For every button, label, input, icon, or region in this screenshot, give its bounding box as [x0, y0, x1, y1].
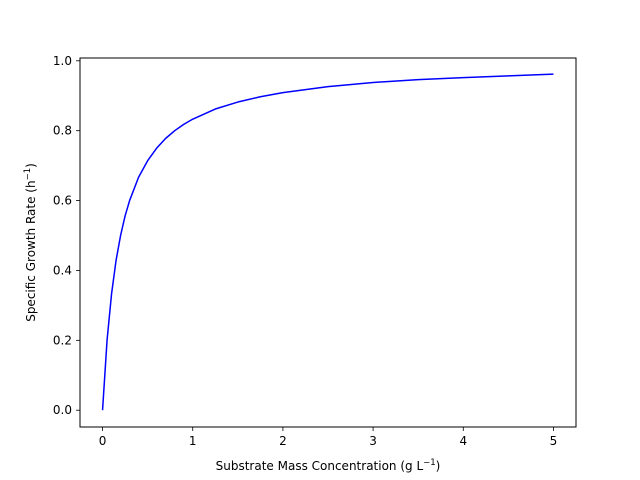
y-axis-label: Specific Growth Rate (h−1)	[23, 163, 38, 322]
y-tick-label: 0.0	[53, 403, 72, 417]
x-tick-label: 0	[99, 434, 107, 448]
x-tick-label: 3	[369, 434, 377, 448]
y-tick-label: 0.6	[53, 194, 72, 208]
x-tick-label: 2	[279, 434, 287, 448]
x-tick-label: 5	[550, 434, 558, 448]
y-tick-label: 0.8	[53, 124, 72, 138]
axes-frame	[79, 57, 577, 428]
x-tick-label: 1	[189, 434, 197, 448]
ticks: 0 1 2 3 4 5 0.0 0.2 0.4 0.6 0.8 1.0	[53, 54, 557, 448]
y-tick-label: 1.0	[53, 54, 72, 68]
x-axis-label: Substrate Mass Concentration (g L−1)	[216, 458, 441, 473]
plot-area	[101, 73, 554, 411]
y-tick-label: 0.2	[53, 333, 72, 347]
series-line	[101, 73, 554, 411]
y-tick-label: 0.4	[53, 263, 72, 277]
x-tick-label: 4	[459, 434, 467, 448]
